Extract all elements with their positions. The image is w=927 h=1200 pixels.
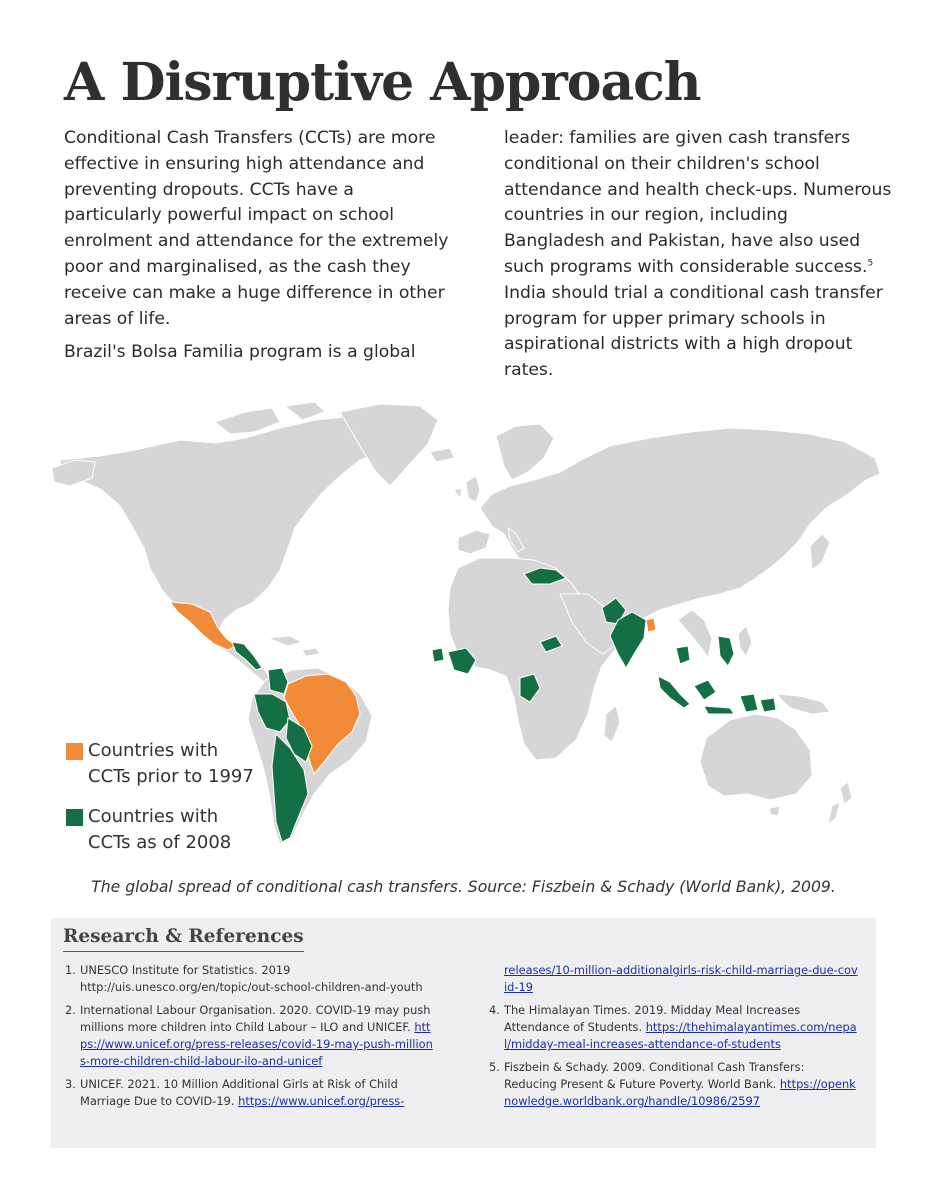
legend-label-line2: CCTs prior to 1997 xyxy=(88,766,254,787)
pakistan-region xyxy=(601,597,627,625)
reference-text: UNICEF. 2021. 10 Million Additional Girl… xyxy=(80,1077,398,1108)
intro-text-part1: leader: families are given cash transfer… xyxy=(504,128,892,277)
page-title: A Disruptive Approach xyxy=(64,52,702,113)
intro-paragraph-2-continued: leader: families are given cash transfer… xyxy=(504,126,894,384)
caribbean-shape xyxy=(267,635,321,657)
chile-argentina-region xyxy=(271,732,309,843)
brazil-region xyxy=(283,673,361,776)
ghana-region xyxy=(431,647,445,663)
intro-paragraph-2-start: Brazil's Bolsa Familia program is a glob… xyxy=(64,342,416,363)
references-box: Research & References 1. UNESCO Institute… xyxy=(51,918,876,1148)
peru-region xyxy=(253,693,291,733)
reference-text: The Himalayan Times. 2019. Midday Meal I… xyxy=(504,1003,801,1034)
reference-item: 3. UNICEF. 2021. 10 Million Additional Gi… xyxy=(65,1076,435,1110)
indonesia-region xyxy=(657,675,777,715)
reference-item: 5. Fiszbein & Schady. 2009. Conditional C… xyxy=(489,1059,859,1110)
colombia-region xyxy=(267,667,289,695)
alaska-shape xyxy=(51,459,96,487)
intro-left-column: Conditional Cash Transfers (CCTs) are mo… xyxy=(64,126,449,374)
italy-shape xyxy=(507,526,525,553)
reference-number: 3. xyxy=(65,1077,76,1091)
reference-link[interactable]: releases/10-million-additionalgirls-risk… xyxy=(504,963,858,994)
yemen-region xyxy=(539,635,563,653)
references-list-left: 1. UNESCO Institute for Statistics. 2019 … xyxy=(65,962,435,1116)
legend-label-line2: CCTs as of 2008 xyxy=(88,832,232,853)
reference-link[interactable]: https://thehimalayantimes.com/nepal/midd… xyxy=(504,1020,857,1051)
reference-link[interactable]: https://openknowledge.worldbank.org/hand… xyxy=(504,1077,856,1108)
reference-item: 1. UNESCO Institute for Statistics. 2019 … xyxy=(65,962,435,996)
intro-paragraph-1: Conditional Cash Transfers (CCTs) are mo… xyxy=(64,128,449,329)
legend-item-1997: Countries with CCTs prior to 1997 xyxy=(66,738,254,790)
reference-text: UNESCO Institute for Statistics. 2019 ht… xyxy=(80,963,423,994)
reference-item-continued: releases/10-million-additionalgirls-risk… xyxy=(489,962,859,996)
new-zealand-shape xyxy=(827,781,853,826)
kenya-region xyxy=(519,673,541,703)
reference-text: International Labour Organisation. 2020.… xyxy=(80,1003,431,1034)
reference-item: 2. International Labour Organisation. 202… xyxy=(65,1002,435,1070)
intro-text-part2: India should trial a conditional cash tr… xyxy=(504,282,883,381)
mexico-region xyxy=(168,601,237,651)
turkey-region xyxy=(523,567,567,585)
scandinavia-shape xyxy=(495,423,555,481)
references-list-right: releases/10-million-additionalgirls-risk… xyxy=(489,962,859,1116)
reference-number: 5. xyxy=(489,1060,500,1074)
reference-number: 2. xyxy=(65,1003,76,1017)
tasmania-shape xyxy=(769,805,781,817)
iberia-shape xyxy=(457,529,491,555)
philippines-shape xyxy=(737,625,753,657)
reference-item: 4. The Himalayan Times. 2019. Midday Meal… xyxy=(489,1002,859,1053)
legend-item-2008: Countries with CCTs as of 2008 xyxy=(66,804,231,856)
legend-label-line1: Countries with xyxy=(88,740,219,761)
uk-shape xyxy=(453,475,481,503)
cct-2008-layer xyxy=(231,567,777,843)
references-heading: Research & References xyxy=(63,926,304,952)
cambodia-region xyxy=(675,645,691,665)
greenland-shape xyxy=(339,403,439,487)
cct-1997-layer xyxy=(168,601,657,776)
reference-number: 1. xyxy=(65,963,76,977)
madagascar-shape xyxy=(603,705,621,743)
world-map xyxy=(51,401,881,845)
legend-label-line1: Countries with xyxy=(88,806,219,827)
nigeria-region xyxy=(447,647,477,675)
reference-link[interactable]: https://www.unicef.org/press- xyxy=(238,1094,405,1108)
reference-link[interactable]: https://www.unicef.org/press-releases/co… xyxy=(80,1020,433,1068)
reference-text: Fiszbein & Schady. 2009. Conditional Cas… xyxy=(504,1060,805,1091)
reference-number: 4. xyxy=(489,1003,500,1017)
intro-right-column: leader: families are given cash transfer… xyxy=(504,126,894,392)
iceland-shape xyxy=(429,447,455,463)
bangladesh-region xyxy=(645,617,657,633)
southeast-asia-shape xyxy=(677,609,713,660)
central-america-region xyxy=(231,641,263,671)
new-guinea-shape xyxy=(774,693,831,715)
footnote-marker: 5 xyxy=(867,258,874,269)
legend-swatch-green xyxy=(66,809,83,826)
north-america-shape xyxy=(59,415,401,637)
australia-shape xyxy=(699,713,813,801)
philippines-region xyxy=(717,635,735,667)
japan-shape xyxy=(809,533,831,571)
india-region xyxy=(609,611,647,670)
legend-swatch-orange xyxy=(66,743,83,760)
arctic-islands-shape xyxy=(213,401,326,435)
map-caption: The global spread of conditional cash tr… xyxy=(91,878,836,896)
